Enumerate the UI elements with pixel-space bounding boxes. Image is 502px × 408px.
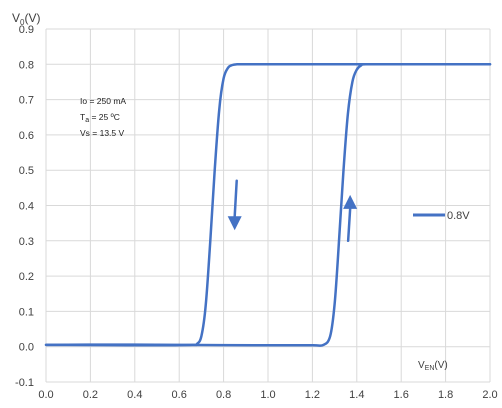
y-tick-label: 0.3 xyxy=(19,236,34,248)
x-axis-title: VEN(V) xyxy=(418,360,448,372)
condition-temperature: Ta = 25 ºC xyxy=(80,112,120,124)
y-tick-label: -0.1 xyxy=(15,377,34,389)
series-lines xyxy=(44,62,492,347)
legend: 0.8V xyxy=(413,210,470,222)
y-tick-label: 0.5 xyxy=(19,165,34,177)
x-tick-label: 2.0 xyxy=(482,389,497,401)
y-tick-label: 0.9 xyxy=(19,24,34,36)
x-tick-label: 0.0 xyxy=(38,389,53,401)
arrow-up xyxy=(343,194,358,243)
y-tick-label: 0.7 xyxy=(19,95,34,107)
legend-label: 0.8V xyxy=(447,210,470,222)
series-line-falling xyxy=(44,63,492,347)
x-tick-label: 0.8 xyxy=(216,389,231,401)
condition-current: Io = 250 mA xyxy=(80,96,126,106)
y-tick-label: 0.2 xyxy=(19,271,34,283)
grid-lines xyxy=(45,28,491,383)
y-tick-label: 0.6 xyxy=(19,130,34,142)
direction-arrows xyxy=(227,179,358,243)
x-tick-label: 0.6 xyxy=(172,389,187,401)
x-tick-label: 0.2 xyxy=(83,389,98,401)
x-tick-label: 1.2 xyxy=(305,389,320,401)
x-tick-label: 1.4 xyxy=(349,389,364,401)
y-tick-label: 0.8 xyxy=(19,59,34,71)
x-tick-label: 0.4 xyxy=(127,389,142,401)
y-axis-title: V0(V) xyxy=(12,11,40,27)
conditions-note: Io = 250 mA Ta = 25 ºC Vs = 13.5 V xyxy=(80,96,126,138)
x-tick-label: 1.6 xyxy=(394,389,409,401)
x-tick-label: 1.0 xyxy=(260,389,275,401)
y-tick-label: 0.1 xyxy=(19,306,34,318)
y-tick-label: 0.0 xyxy=(19,342,34,354)
arrow-down xyxy=(227,179,242,231)
y-tick-label: 0.4 xyxy=(19,201,34,213)
tick-labels: 0.0 0.2 0.4 0.6 0.8 1.0 1.2 1.4 1.6 1.8 2.0 -0.1 0.0… xyxy=(15,24,498,401)
x-tick-label: 1.8 xyxy=(438,389,453,401)
condition-supply: Vs = 13.5 V xyxy=(80,128,125,138)
